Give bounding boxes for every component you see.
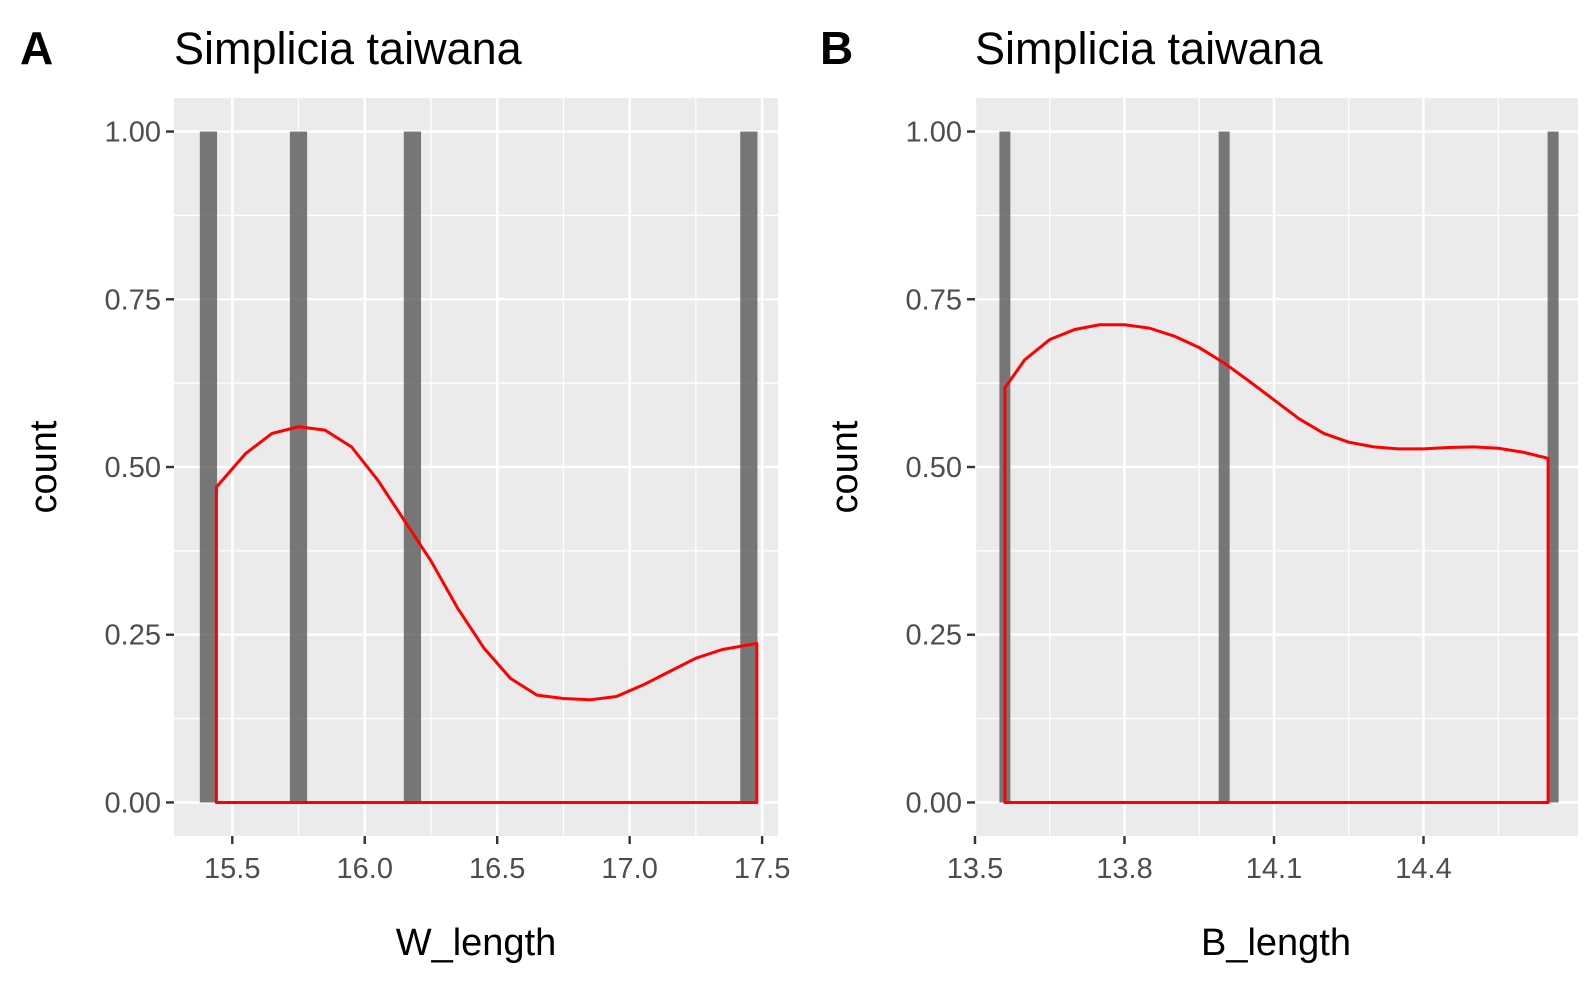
y-tick-label: 1.00 xyxy=(105,117,161,149)
panel-letter: B xyxy=(820,22,853,74)
panel-a: 0.00 0.25 0.50 0.75 1.00 15.5 16.0 16.5 17.0 17.5… xyxy=(20,22,790,964)
y-tick-label: 0.50 xyxy=(906,452,962,484)
panel-letter: A xyxy=(20,22,53,74)
x-tick-label: 15.5 xyxy=(204,853,260,885)
y-tick-label: 0.00 xyxy=(105,787,161,819)
histogram-bar xyxy=(740,131,758,803)
bars xyxy=(199,131,758,803)
x-tick-label: 16.5 xyxy=(469,853,525,885)
y-tick-label: 0.75 xyxy=(105,284,161,316)
density-curve xyxy=(1003,323,1550,804)
x-tick-label: 17.5 xyxy=(734,853,790,885)
histogram-bar xyxy=(403,131,422,803)
x-tick-label: 14.1 xyxy=(1246,853,1302,885)
x-axis-title: W_length xyxy=(396,922,557,964)
y-tick-label: 0.75 xyxy=(906,284,962,316)
x-tick-label: 13.8 xyxy=(1096,853,1152,885)
y-tick-label: 1.00 xyxy=(906,117,962,149)
histogram-bar xyxy=(289,131,308,803)
histogram-bar xyxy=(1218,131,1230,803)
y-tick-label: 0.00 xyxy=(906,787,962,819)
x-tick-label: 14.4 xyxy=(1395,853,1451,885)
x-tick-label: 16.0 xyxy=(337,853,393,885)
y-tick-label: 0.25 xyxy=(906,620,962,652)
x-axis-title: B_length xyxy=(1201,922,1351,964)
y-axis-title: count xyxy=(23,420,65,513)
panel-b: 0.00 0.25 0.50 0.75 1.00 13.5 13.8 14.1 14.4 B S… xyxy=(820,22,1578,964)
histogram-bar xyxy=(199,131,218,803)
y-tick-label: 0.50 xyxy=(105,452,161,484)
histogram-bar xyxy=(1547,131,1559,803)
density-curve xyxy=(214,425,759,804)
y-axis-title: count xyxy=(824,420,866,513)
x-tick-label: 13.5 xyxy=(947,853,1003,885)
x-tick-label: 17.0 xyxy=(601,853,657,885)
chart-title: Simplicia taiwana xyxy=(975,23,1324,74)
y-tick-label: 0.25 xyxy=(105,620,161,652)
chart-title: Simplicia taiwana xyxy=(174,23,523,74)
axis-ticks: 0.00 0.25 0.50 0.75 1.00 13.5 13.8 14.1 14.4 xyxy=(906,117,1452,885)
axis-ticks: 0.00 0.25 0.50 0.75 1.00 15.5 16.0 16.5 17.0 17.5 xyxy=(105,117,791,885)
